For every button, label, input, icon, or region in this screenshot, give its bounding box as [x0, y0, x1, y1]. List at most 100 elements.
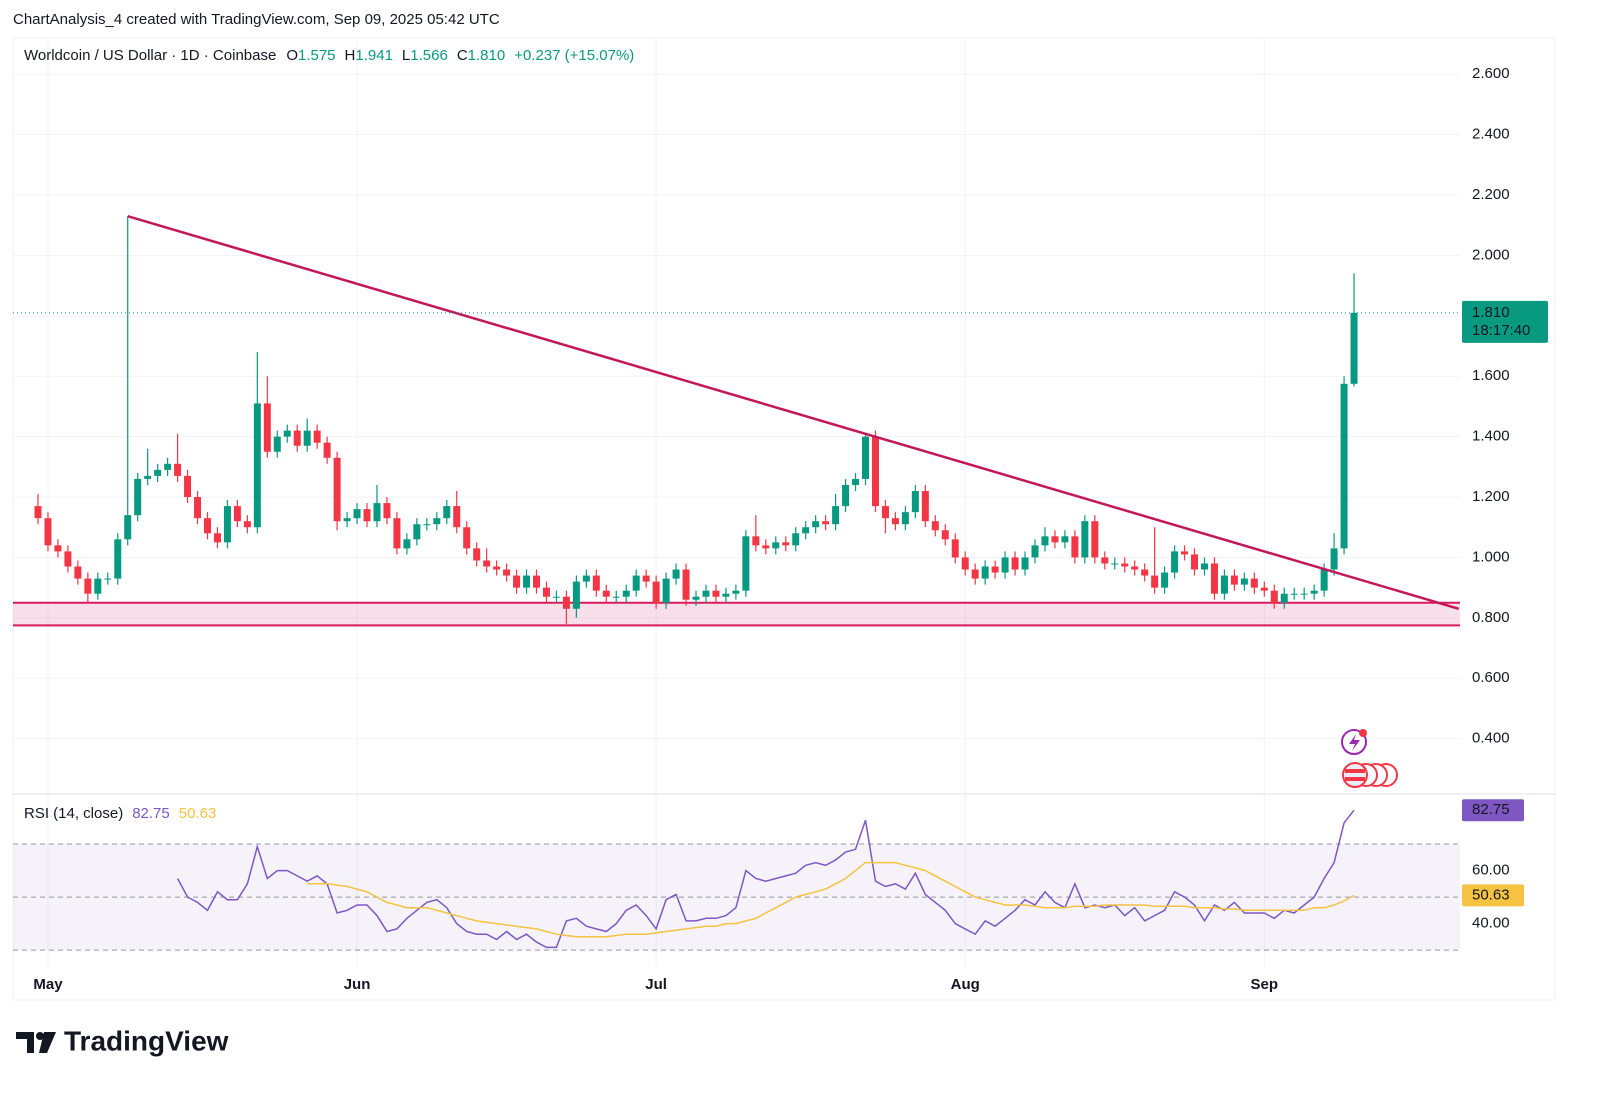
candle-body — [134, 478, 142, 516]
candle-body — [463, 527, 471, 549]
rsi-title: RSI (14, close) — [24, 805, 123, 822]
candle-body — [901, 512, 909, 525]
candle-body — [1051, 536, 1059, 543]
candle-body — [473, 548, 481, 561]
candle-body — [403, 539, 411, 549]
candle-body — [1280, 593, 1288, 603]
candle-body — [333, 457, 341, 522]
candle-body — [911, 491, 919, 513]
ohlc-value: 1.566 — [410, 47, 448, 64]
candle-body — [692, 596, 700, 600]
candle-body — [124, 515, 132, 540]
candle-body — [1220, 575, 1228, 594]
candle-body — [164, 463, 172, 470]
candle-body — [822, 521, 830, 525]
ohlc-value: 1.810 — [468, 47, 506, 64]
candle-body — [1151, 575, 1159, 588]
event-icon — [1342, 762, 1368, 788]
candle-body — [1061, 536, 1069, 543]
candle-body — [223, 506, 231, 543]
ohlc-key: H — [345, 47, 356, 64]
candle-body — [94, 578, 102, 594]
candle-body — [1071, 536, 1079, 558]
candle-body — [881, 506, 889, 519]
chart-frame — [12, 37, 1556, 1001]
candle-body — [1290, 593, 1298, 595]
rsi-tag — [1462, 799, 1524, 822]
candle-body — [961, 557, 969, 570]
candle-body — [154, 469, 162, 476]
ohlc-key: L — [402, 47, 410, 64]
y-tick-label: 0.800 — [1472, 609, 1510, 626]
candle-body — [1041, 536, 1049, 546]
y-tick-label: 1.000 — [1472, 548, 1510, 565]
candle-body — [582, 575, 590, 582]
candle-body — [812, 521, 820, 528]
y-tick-label: 1.600 — [1472, 367, 1510, 384]
candle-body — [1171, 551, 1179, 573]
candle-body — [772, 542, 780, 549]
candle-body — [513, 575, 521, 588]
candle-body — [233, 506, 241, 522]
candle-body — [612, 596, 620, 598]
candle-body — [1240, 578, 1248, 585]
candle-body — [732, 590, 740, 594]
alert-dot — [1359, 729, 1367, 737]
x-tick-label: May — [33, 976, 63, 993]
candle-body — [572, 581, 580, 609]
candle-body — [423, 524, 431, 526]
candle-body — [1011, 557, 1019, 570]
candle-body — [1111, 563, 1119, 565]
candle-body — [533, 575, 540, 588]
candle-body — [1001, 557, 1009, 573]
ohlc-value: 1.575 — [298, 47, 336, 64]
candle-body — [1181, 551, 1189, 555]
candle-body — [802, 527, 810, 534]
candle-body — [283, 430, 291, 437]
candle-body — [852, 478, 860, 485]
candle-body — [323, 442, 331, 458]
candle-body — [871, 436, 879, 507]
candle-body — [413, 524, 421, 540]
candle-body — [243, 521, 251, 528]
brand-name: TradingView — [64, 1025, 229, 1056]
candle-body — [523, 575, 531, 588]
candle-body — [1091, 521, 1099, 558]
candle-body — [443, 506, 451, 519]
rsi-line — [307, 861, 1355, 938]
candle-body — [642, 575, 650, 582]
candle-body — [114, 539, 122, 579]
rsi-tag-value: 82.75 — [1472, 801, 1510, 818]
rsi-tag-value: 50.63 — [1472, 886, 1510, 903]
candle-body — [752, 536, 760, 546]
candle-body — [1250, 578, 1258, 588]
candle-body — [1191, 554, 1199, 570]
candle-body — [602, 590, 610, 597]
x-tick-label: Sep — [1251, 976, 1279, 993]
candle-body — [104, 578, 112, 580]
candle-body — [1131, 566, 1139, 570]
ohlc-value: 1.941 — [355, 47, 393, 64]
flag-stripe — [1345, 777, 1365, 781]
y-tick-label: 0.400 — [1472, 730, 1510, 747]
ohlc-key: O — [286, 47, 298, 64]
candle-body — [762, 545, 770, 549]
x-tick-label: Aug — [951, 976, 980, 993]
candle-body — [203, 518, 211, 534]
y-tick-label: 2.600 — [1472, 65, 1510, 82]
candle-body — [682, 569, 690, 600]
candle-body — [1260, 587, 1268, 591]
candle-body — [453, 506, 461, 528]
symbol-title: Worldcoin / US Dollar · 1D · Coinbase — [24, 47, 276, 64]
candle-body — [373, 503, 381, 522]
candle-body — [1270, 590, 1278, 603]
candle-body — [742, 536, 750, 591]
candle-body — [34, 506, 42, 519]
indicator-icons — [1341, 729, 1398, 788]
candle-body — [263, 403, 271, 452]
brand-logo: TradingView — [16, 1025, 229, 1056]
candle-body — [144, 475, 152, 479]
candle-body — [652, 581, 660, 603]
candle-body — [1161, 572, 1169, 588]
